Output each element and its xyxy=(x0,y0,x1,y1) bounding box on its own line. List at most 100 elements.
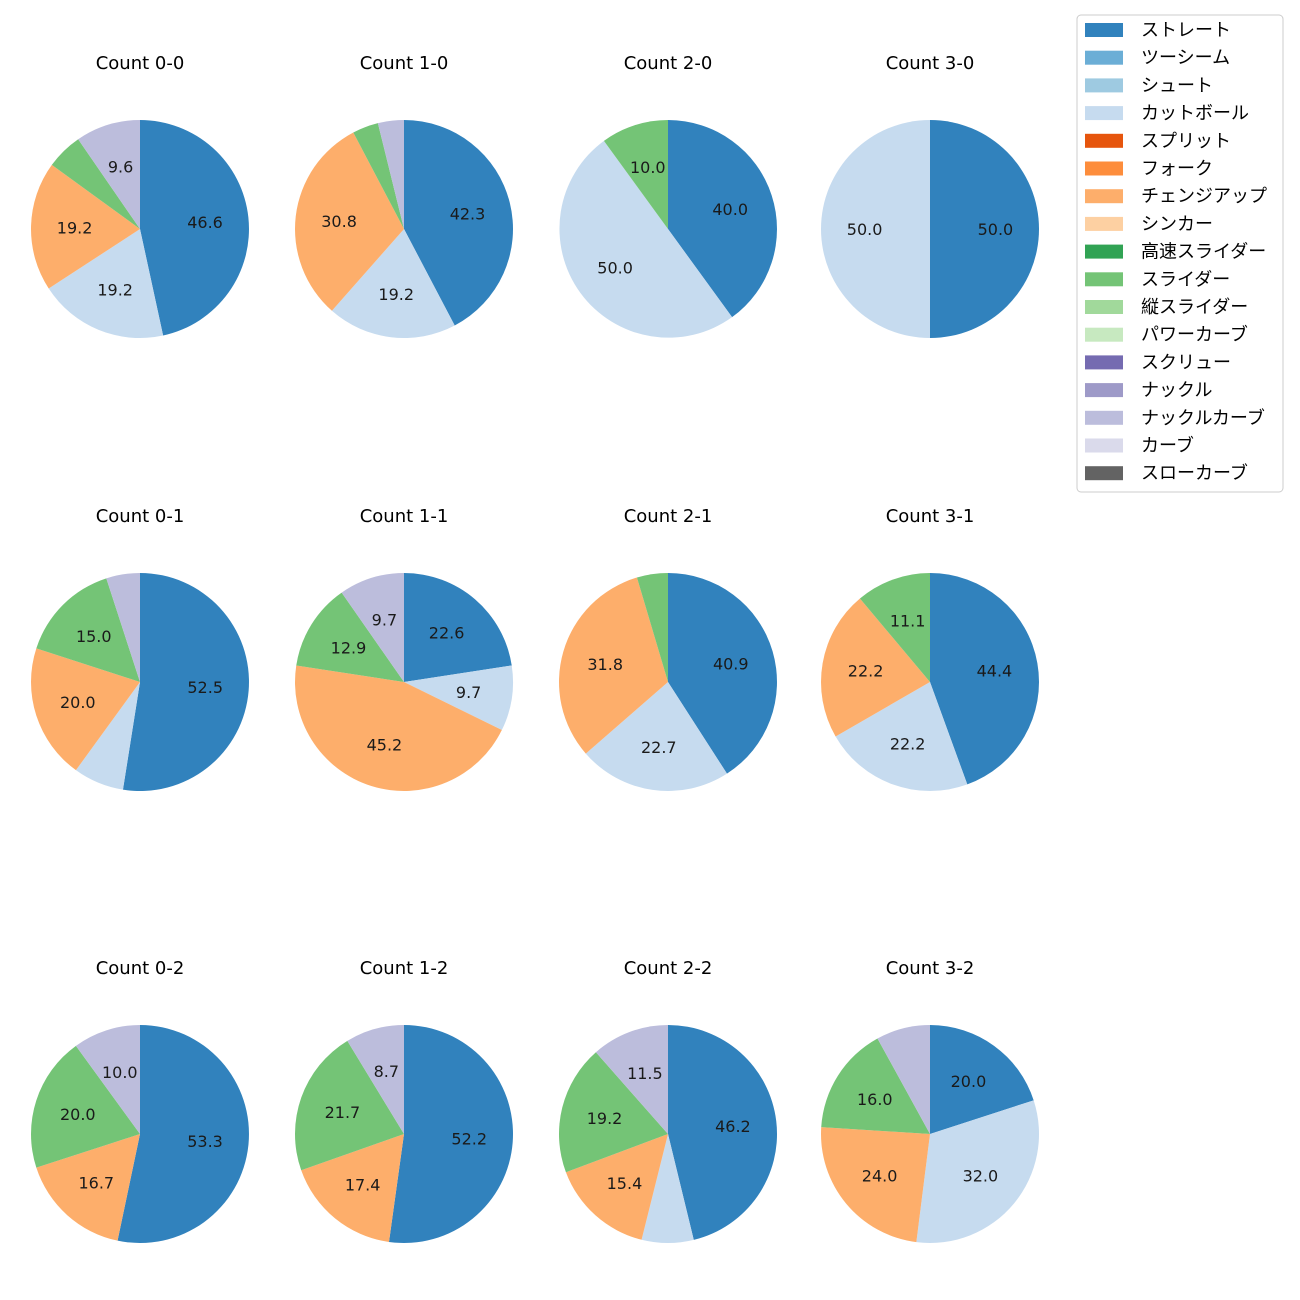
pie-slice xyxy=(821,120,930,338)
legend-label: チェンジアップ xyxy=(1141,186,1267,207)
slice-label: 21.7 xyxy=(325,1103,361,1122)
legend-label: カットボール xyxy=(1141,103,1249,124)
slice-label: 22.6 xyxy=(429,623,465,642)
legend-label: スライダー xyxy=(1141,269,1230,290)
legend-frame xyxy=(1076,14,1284,493)
pie-slice xyxy=(30,648,140,771)
pie-slice xyxy=(117,1025,249,1243)
slice-label: 20.0 xyxy=(60,693,96,712)
legend-swatch xyxy=(1085,327,1123,342)
pie-title: Count 1-0 xyxy=(360,53,449,74)
pie-chart: Count 0-0 46.6 19.2 19.2 9.6 xyxy=(31,53,249,338)
pie-slice xyxy=(294,1040,404,1171)
pie-chart: Count 3-2 20.0 32.0 24.0 16.0 xyxy=(821,958,1040,1243)
legend-swatch xyxy=(1085,383,1123,398)
pie-slice xyxy=(31,164,141,289)
legend-label: ナックルカーブ xyxy=(1141,407,1265,429)
pie-slice xyxy=(558,577,668,754)
slice-label: 20.0 xyxy=(951,1072,987,1091)
legend-swatch xyxy=(1085,23,1123,37)
legend-label: ツーシーム xyxy=(1141,48,1230,69)
pie-slice xyxy=(106,573,140,682)
slice-label: 16.7 xyxy=(78,1174,114,1193)
slice-label: 46.6 xyxy=(187,213,223,232)
pie-slice xyxy=(930,1025,1034,1134)
legend-label: 縦スライダー xyxy=(1141,297,1248,318)
legend-swatch xyxy=(1085,133,1123,148)
pie-slice xyxy=(595,1025,668,1134)
pie-slice xyxy=(559,140,733,338)
pie-slice xyxy=(140,120,249,336)
legend: ストレートツーシームシュートカットボールスプリットフォークチェンジアップシンカー… xyxy=(1076,14,1284,493)
pie-chart: Count 2-0 40.0 50.0 10.0 xyxy=(559,53,777,338)
legend-label: スクリュー xyxy=(1141,352,1231,373)
slice-label: 52.2 xyxy=(451,1130,487,1149)
pie-slice xyxy=(668,1025,778,1240)
pie-slice xyxy=(859,573,930,682)
legend-swatch xyxy=(1085,216,1123,231)
legend-label: スプリット xyxy=(1141,131,1231,152)
pie-slice xyxy=(930,573,1040,785)
pie-slice xyxy=(295,665,502,791)
legend-swatch xyxy=(1085,438,1123,453)
pie-slice xyxy=(668,120,777,318)
slice-label: 15.4 xyxy=(607,1174,643,1193)
slice-label: 9.6 xyxy=(108,158,133,177)
pie-slice xyxy=(36,578,140,682)
pie-slice xyxy=(641,1134,694,1243)
pie-slice xyxy=(821,1127,930,1243)
slice-label: 11.1 xyxy=(890,612,926,631)
pie-slice xyxy=(821,1038,930,1134)
pie-slice xyxy=(78,120,140,229)
slice-label: 45.2 xyxy=(367,735,403,754)
legend-swatch xyxy=(1085,300,1123,314)
pie-title: Count 0-1 xyxy=(96,506,185,527)
pie-chart: Count 0-1 52.5 20.0 15.0 xyxy=(30,506,249,791)
slice-label: 42.3 xyxy=(450,204,486,223)
slice-label: 30.8 xyxy=(321,212,357,231)
slice-label: 15.0 xyxy=(76,627,112,646)
pie-slice xyxy=(75,1025,140,1134)
pie-title: Count 0-2 xyxy=(96,958,185,979)
pie-slice xyxy=(565,1134,668,1240)
pie-slice xyxy=(877,1025,930,1134)
pie-slice xyxy=(30,1045,140,1168)
pie-chart: Count 3-0 50.0 50.0 xyxy=(821,53,1039,338)
pie-slice xyxy=(404,120,513,326)
pie-slice xyxy=(404,665,513,731)
legend-label: シンカー xyxy=(1141,214,1213,235)
pie-slice xyxy=(301,1134,404,1242)
pie-slice xyxy=(585,682,727,791)
pie-chart: Count 1-1 22.6 9.7 45.2 12.9 9.7 xyxy=(295,506,513,791)
legend-label: パワーカーブ xyxy=(1141,324,1248,346)
legend-swatch xyxy=(1085,50,1123,65)
legend-swatch xyxy=(1085,466,1123,481)
pie-slice xyxy=(122,573,249,791)
pie-slice xyxy=(668,573,777,774)
pie-title: Count 3-2 xyxy=(886,958,975,979)
slice-label: 46.2 xyxy=(715,1117,751,1136)
legend-label: フォーク xyxy=(1141,159,1213,180)
pie-chart: Count 1-0 42.3 19.2 30.8 xyxy=(295,53,513,338)
pie-title: Count 3-1 xyxy=(886,506,975,527)
legend-label: スローカーブ xyxy=(1141,462,1248,484)
pie-slice xyxy=(388,1025,514,1243)
slice-label: 40.0 xyxy=(712,200,748,219)
slice-label: 32.0 xyxy=(963,1167,999,1186)
pie-slice xyxy=(341,573,404,682)
slice-label: 17.4 xyxy=(345,1176,381,1195)
pie-slice xyxy=(377,120,404,229)
pie-title: Count 1-2 xyxy=(360,958,449,979)
legend-label: ナックル xyxy=(1141,380,1212,401)
pie-title: Count 1-1 xyxy=(360,506,449,527)
pie-title: Count 3-0 xyxy=(886,53,975,74)
slice-label: 52.5 xyxy=(187,678,223,697)
slice-label: 9.7 xyxy=(372,611,397,630)
pie-chart: Count 2-1 40.9 22.7 31.8 xyxy=(558,506,777,791)
pie-slice xyxy=(331,229,455,338)
pie-slice xyxy=(347,1025,404,1134)
slice-label: 19.2 xyxy=(97,281,133,300)
slice-label: 11.5 xyxy=(627,1064,663,1083)
legend-swatch xyxy=(1085,410,1123,425)
